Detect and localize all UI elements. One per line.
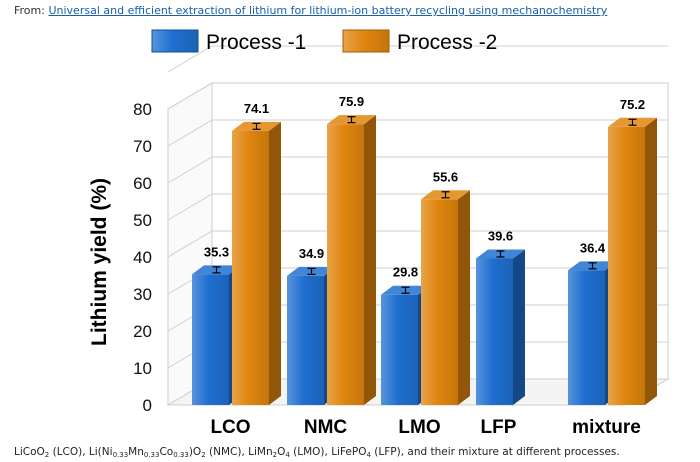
caption-subscript: 4 — [285, 451, 290, 459]
y-tick-label: 80 — [133, 100, 152, 119]
bar-side — [513, 249, 525, 405]
y-tick-label: 60 — [133, 174, 152, 193]
data-label: 75.2 — [620, 97, 645, 112]
bar-side — [458, 190, 470, 405]
caption-subscript: 0.33 — [143, 451, 160, 459]
gridline — [167, 156, 668, 184]
caption-subscript: 2 — [44, 451, 50, 459]
data-label: 29.8 — [393, 265, 418, 280]
data-label: 74.1 — [244, 101, 269, 116]
bar-side — [645, 117, 657, 405]
data-label: 75.9 — [339, 94, 364, 109]
x-category-label: LMO — [398, 417, 440, 438]
caption-text: Co — [159, 446, 174, 458]
caption-text: )O — [188, 446, 202, 458]
bar-side — [269, 121, 281, 405]
source-line: From: Universal and efficient extraction… — [14, 4, 607, 17]
gridline — [167, 193, 668, 221]
bar-front — [421, 199, 458, 405]
bar-front — [327, 124, 364, 406]
x-category-label: mixture — [572, 417, 641, 438]
y-tick-label: 40 — [133, 248, 152, 267]
data-label: 39.6 — [488, 228, 513, 243]
gridline — [167, 119, 668, 147]
x-category-label: NMC — [304, 417, 348, 438]
caption-text: Mn — [128, 446, 144, 458]
data-label: 55.6 — [433, 169, 458, 184]
y-tick-label: 0 — [143, 396, 152, 415]
legend-label: Process -2 — [397, 31, 497, 54]
caption-text: LiCoO — [14, 446, 45, 458]
gridline — [167, 230, 668, 258]
caption-text: (LCO), Li(Ni — [49, 446, 113, 458]
data-label: 36.4 — [580, 240, 606, 255]
figure-caption: LiCoO2 (LCO), Li(Ni0.33Mn0.33Co0.33)O2 (… — [14, 446, 620, 459]
caption-subscript: 2 — [201, 451, 206, 459]
caption-subscript: 2 — [272, 451, 278, 459]
caption-subscript: 0.33 — [173, 451, 189, 459]
y-tick-label: 10 — [133, 359, 152, 378]
bar-front — [568, 270, 605, 405]
y-tick-label: 70 — [133, 137, 152, 156]
caption-subscript: 4 — [366, 451, 371, 459]
caption-text: (LFP), and their mixture at different pr… — [370, 446, 620, 458]
legend-label: Process -1 — [206, 31, 306, 54]
caption-text: O — [277, 446, 286, 458]
bar-side — [364, 115, 376, 406]
y-tick-label: 50 — [133, 211, 152, 230]
bar-front — [287, 275, 324, 405]
data-label: 34.9 — [299, 246, 324, 261]
bar-front — [476, 258, 513, 405]
caption-text: (NMC), LiMn — [205, 446, 273, 458]
bar-front — [232, 130, 269, 405]
gridline — [167, 82, 668, 110]
y-axis-title: Lithium yield (%) — [88, 178, 111, 346]
y-tick-label: 30 — [133, 285, 152, 304]
source-link[interactable]: Universal and efficient extraction of li… — [48, 4, 608, 17]
legend-swatch — [151, 29, 199, 53]
gridline — [167, 45, 668, 73]
bar-front — [608, 126, 645, 405]
legend-swatch — [342, 29, 390, 53]
caption-subscript: 0.33 — [112, 451, 129, 459]
source-prefix: From: — [14, 4, 49, 17]
x-category-label: LFP — [481, 417, 517, 438]
data-label: 35.3 — [204, 244, 229, 259]
caption-text: (LMO), LiFePO — [289, 446, 367, 458]
bar-front — [381, 294, 418, 405]
y-tick-label: 20 — [133, 322, 152, 341]
x-category-label: LCO — [210, 417, 250, 438]
bar-front — [192, 274, 229, 405]
